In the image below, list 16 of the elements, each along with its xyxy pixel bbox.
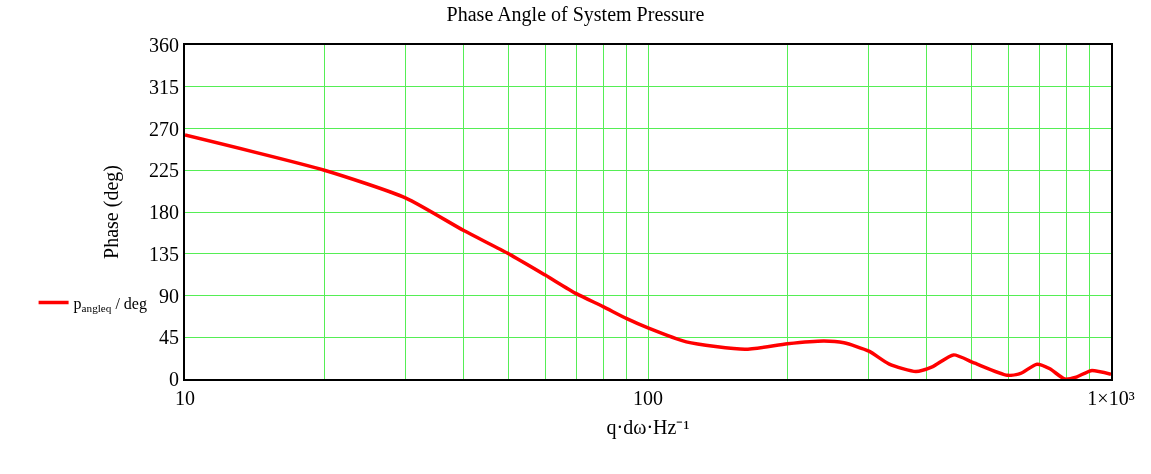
y-tick-label: 45 [159,326,179,349]
y-tick-label: 90 [159,284,179,307]
x-tick-label: 1×10³ [1087,387,1135,409]
y-tick-label: 0 [169,368,179,390]
y-tick-label: 270 [149,117,179,140]
x-tick-label: 100 [633,387,663,409]
legend-label: p$_{angle}$$_{q}$ / deg [73,294,147,314]
chart-title: Phase Angle of System Pressure [446,3,705,27]
y-tick-label: 315 [149,75,179,98]
y-tick-label: 360 [149,34,179,56]
y-tick-label: 225 [149,159,179,182]
x-axis-title: q·dω·Hz⁻¹ [606,416,690,439]
x-tick-label: 10 [175,387,195,409]
y-tick-label: 135 [149,242,179,265]
y-tick-label: 180 [149,201,179,223]
y-axis-title: Phase (deg) [100,165,123,259]
